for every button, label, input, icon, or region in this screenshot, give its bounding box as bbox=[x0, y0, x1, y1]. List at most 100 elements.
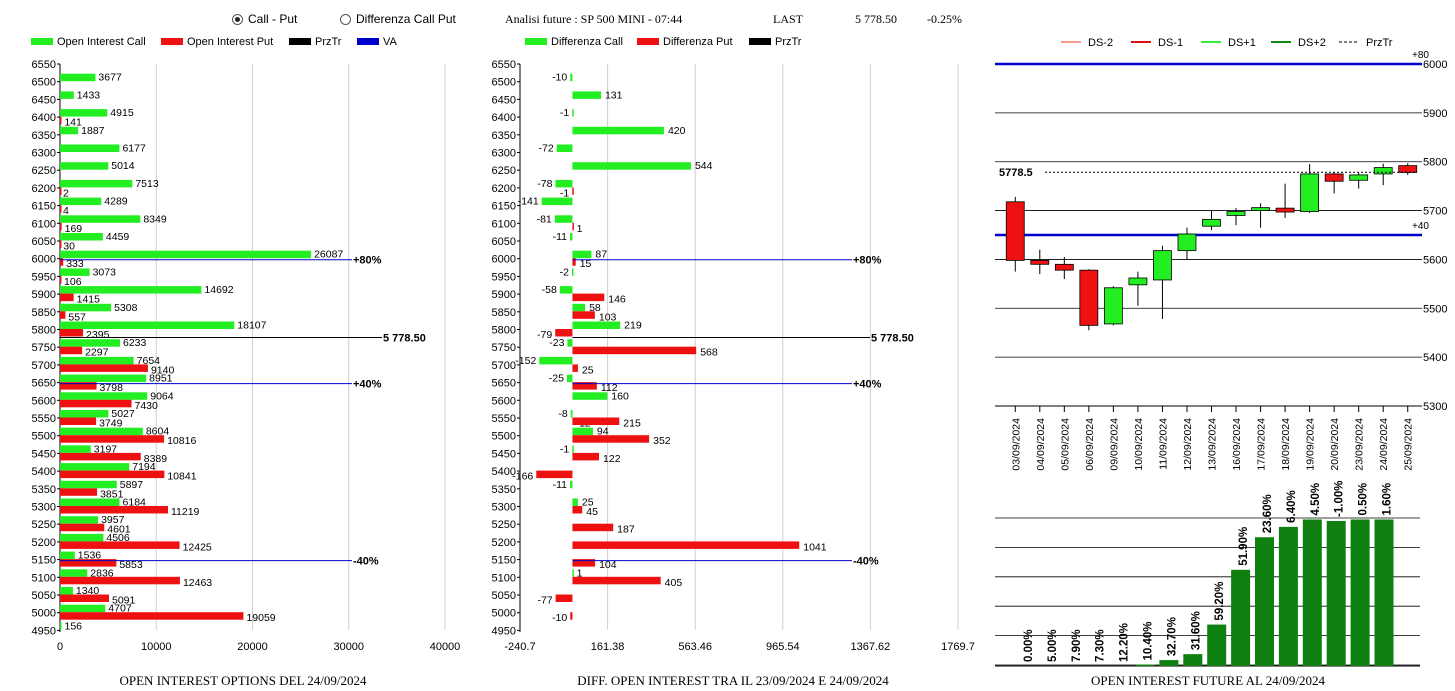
diff-put-label: -10 bbox=[552, 612, 567, 624]
diff-call-label: -10 bbox=[552, 72, 567, 84]
call-bar bbox=[60, 427, 143, 436]
put-value-label: 1415 bbox=[77, 294, 101, 306]
call-value-label: 7194 bbox=[132, 461, 156, 473]
diff-call-bar bbox=[572, 91, 601, 99]
diff-put-bar bbox=[572, 187, 574, 195]
candle-body bbox=[1005, 201, 1025, 261]
y-tick-label: 5850 bbox=[492, 307, 516, 319]
future-bar bbox=[1135, 664, 1155, 666]
diff-put-bar bbox=[572, 576, 661, 585]
radio-call-put[interactable]: Call - Put bbox=[232, 10, 297, 28]
y-tick-label: 5250 bbox=[492, 519, 516, 531]
diff-call-bar bbox=[572, 427, 593, 436]
call-value-label: 6233 bbox=[123, 337, 147, 349]
future-bar bbox=[1183, 654, 1203, 666]
call-bar bbox=[60, 233, 103, 241]
legend-label: Differenza Put bbox=[663, 36, 733, 48]
diff-put-bar bbox=[572, 382, 597, 390]
diff-put-label: 1041 bbox=[803, 541, 827, 553]
call-bar bbox=[60, 498, 120, 506]
future-bar bbox=[1255, 537, 1274, 666]
put-value-label: 19059 bbox=[246, 612, 275, 624]
y-tick-label: 5050 bbox=[32, 590, 56, 602]
diff-put-bar bbox=[572, 541, 800, 549]
y-tick-label: 5800 bbox=[1423, 157, 1447, 169]
call-bar bbox=[60, 250, 312, 259]
change-value: -0.25% bbox=[927, 11, 962, 26]
diff-put-bar bbox=[536, 470, 573, 479]
y-tick-label: 6200 bbox=[32, 183, 56, 195]
diff-call-label: -81 bbox=[537, 213, 552, 225]
chart-title: OPEN INTEREST FUTURE AL 24/09/2024 bbox=[1091, 673, 1326, 688]
put-bar bbox=[60, 488, 98, 496]
call-bar bbox=[60, 268, 90, 276]
candle-body bbox=[1079, 269, 1099, 326]
legend-label: PrzTr bbox=[775, 36, 802, 48]
diff-call-label: -1 bbox=[560, 107, 569, 119]
y-tick-label: 6100 bbox=[32, 218, 56, 230]
legend-swatch bbox=[637, 38, 659, 45]
x-tick-label: 06/09/2024 bbox=[1084, 418, 1096, 471]
diff-call-bar bbox=[541, 197, 573, 206]
future-bar-label: 5.00% bbox=[1047, 629, 1059, 662]
call-value-label: 3073 bbox=[93, 266, 117, 278]
candle-body bbox=[1373, 167, 1393, 175]
call-value-label: 4915 bbox=[110, 107, 134, 119]
call-value-label: 9064 bbox=[150, 390, 174, 402]
legend-label: DS-1 bbox=[1158, 37, 1183, 49]
call-bar bbox=[60, 569, 88, 577]
x-tick-label: 161.38 bbox=[591, 641, 625, 653]
put-value-label: 3749 bbox=[99, 418, 123, 430]
radio-diff-call-put[interactable]: Differenza Call Put bbox=[340, 10, 456, 28]
y-tick-label: 6300 bbox=[492, 148, 516, 160]
diff-call-bar bbox=[572, 109, 574, 117]
future-bar-label: 6.40% bbox=[1286, 490, 1298, 523]
future-bar-label: 0.00% bbox=[1023, 629, 1035, 662]
future-bar-label: 12.20% bbox=[1119, 623, 1131, 662]
x-tick-label: -240.7 bbox=[504, 641, 535, 653]
put-bar bbox=[60, 612, 244, 620]
x-tick-label: 11/09/2024 bbox=[1157, 418, 1169, 470]
legend-label: Open Interest Call bbox=[57, 36, 146, 48]
call-value-label: 18107 bbox=[237, 320, 266, 332]
reference-line-label: 5 778.50 bbox=[383, 333, 426, 345]
diff-put-label: -77 bbox=[537, 595, 552, 607]
y-tick-label: 6500 bbox=[32, 77, 56, 89]
diff-put-bar bbox=[555, 329, 573, 337]
call-bar bbox=[60, 551, 75, 560]
diff-call-bar bbox=[570, 73, 573, 82]
diff-call-bar bbox=[572, 445, 574, 453]
legend-label: PrzTr bbox=[1366, 37, 1393, 49]
future-bar bbox=[1278, 526, 1298, 666]
candle-body bbox=[1128, 277, 1148, 286]
diff-call-bar bbox=[572, 162, 691, 170]
diff-call-bar bbox=[570, 480, 573, 489]
x-tick-label: 17/09/2024 bbox=[1256, 418, 1268, 471]
call-value-label: 1340 bbox=[76, 585, 100, 597]
diff-put-bar bbox=[570, 612, 573, 620]
diff-call-label: 58 bbox=[589, 302, 601, 314]
page-title: Analisi future : SP 500 MINI - 07:44 bbox=[505, 11, 683, 26]
future-bar-label: 31.60% bbox=[1190, 611, 1202, 650]
legend-label: DS-2 bbox=[1088, 37, 1113, 49]
call-value-label: 4707 bbox=[108, 603, 132, 615]
call-bar bbox=[60, 109, 108, 117]
put-value-label: 30 bbox=[63, 241, 75, 253]
reference-line-label: -40% bbox=[853, 556, 879, 568]
y-tick-label: 5400 bbox=[32, 466, 56, 478]
y-tick-label: 5500 bbox=[32, 431, 56, 443]
y-tick-label: 5400 bbox=[492, 466, 516, 478]
y-tick-label: 5750 bbox=[492, 342, 516, 354]
put-bar bbox=[60, 258, 64, 266]
diff-call-label: -152 bbox=[515, 355, 536, 367]
x-tick-label: 30000 bbox=[333, 641, 364, 653]
level-label: +80 bbox=[1412, 50, 1429, 61]
call-value-label: 6184 bbox=[123, 497, 147, 509]
put-bar bbox=[60, 205, 62, 213]
diff-put-bar bbox=[572, 435, 650, 443]
y-tick-label: 5500 bbox=[492, 431, 516, 443]
diff-put-bar bbox=[572, 346, 697, 355]
diff-call-bar bbox=[555, 179, 573, 188]
future-bar-label: 10.40% bbox=[1143, 622, 1155, 661]
